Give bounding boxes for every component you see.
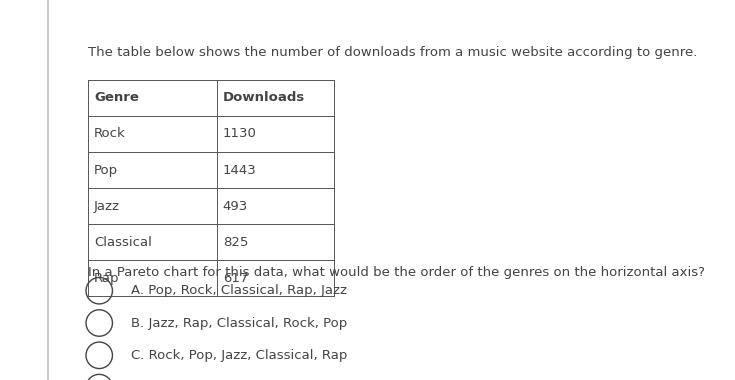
Text: 825: 825 xyxy=(223,236,248,249)
Text: C. Rock, Pop, Jazz, Classical, Rap: C. Rock, Pop, Jazz, Classical, Rap xyxy=(131,349,347,362)
Text: Genre: Genre xyxy=(94,91,139,105)
Text: B. Jazz, Rap, Classical, Rock, Pop: B. Jazz, Rap, Classical, Rock, Pop xyxy=(131,317,347,329)
Text: A. Pop, Rock, Classical, Rap, Jazz: A. Pop, Rock, Classical, Rap, Jazz xyxy=(131,284,347,297)
Text: 493: 493 xyxy=(223,200,248,213)
Text: Classical: Classical xyxy=(94,236,152,249)
Text: Rap: Rap xyxy=(94,272,120,285)
Text: In a Pareto chart for this data, what would be the order of the genres on the ho: In a Pareto chart for this data, what wo… xyxy=(88,266,705,279)
Text: Pop: Pop xyxy=(94,163,118,177)
Text: 1130: 1130 xyxy=(223,127,257,141)
Text: 1443: 1443 xyxy=(223,163,257,177)
Text: Downloads: Downloads xyxy=(223,91,305,105)
Text: 617: 617 xyxy=(223,272,248,285)
Text: The table below shows the number of downloads from a music website according to : The table below shows the number of down… xyxy=(88,46,698,59)
Text: Jazz: Jazz xyxy=(94,200,120,213)
Text: Rock: Rock xyxy=(94,127,126,141)
